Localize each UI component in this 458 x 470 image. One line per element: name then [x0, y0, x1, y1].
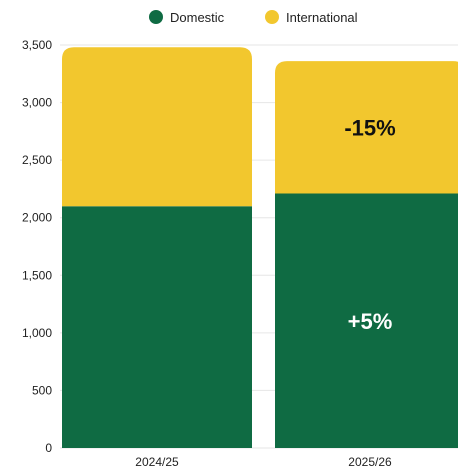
bar-international-0 [62, 47, 252, 207]
y-tick-label: 1,000 [22, 326, 52, 340]
x-tick-label: 2024/25 [135, 455, 179, 469]
y-axis: 0 500 1,000 1,500 2,000 2,500 3,000 3,500 [22, 38, 52, 455]
bars [62, 47, 458, 448]
bar-domestic-1 [275, 193, 458, 448]
y-tick-label: 3,000 [22, 96, 52, 110]
y-tick-label: 1,500 [22, 268, 52, 282]
y-tick-label: 500 [32, 383, 52, 397]
bar-domestic-0 [62, 206, 252, 448]
y-tick-label: 2,000 [22, 211, 52, 225]
legend-swatch [265, 10, 279, 24]
bar-annotation: -15% [344, 115, 395, 140]
x-axis: 2024/25 2025/26 [135, 455, 392, 469]
legend-label: International [286, 10, 358, 25]
bar-international-1 [275, 61, 458, 194]
y-tick-label: 2,500 [22, 153, 52, 167]
x-tick-label: 2025/26 [348, 455, 392, 469]
y-tick-label: 0 [45, 441, 52, 455]
bar-annotation: +5% [348, 309, 393, 334]
annotations: -15% +5% [344, 115, 395, 333]
legend-label: Domestic [170, 10, 225, 25]
legend-swatch [149, 10, 163, 24]
legend: Domestic International [149, 10, 358, 25]
y-tick-label: 3,500 [22, 38, 52, 52]
